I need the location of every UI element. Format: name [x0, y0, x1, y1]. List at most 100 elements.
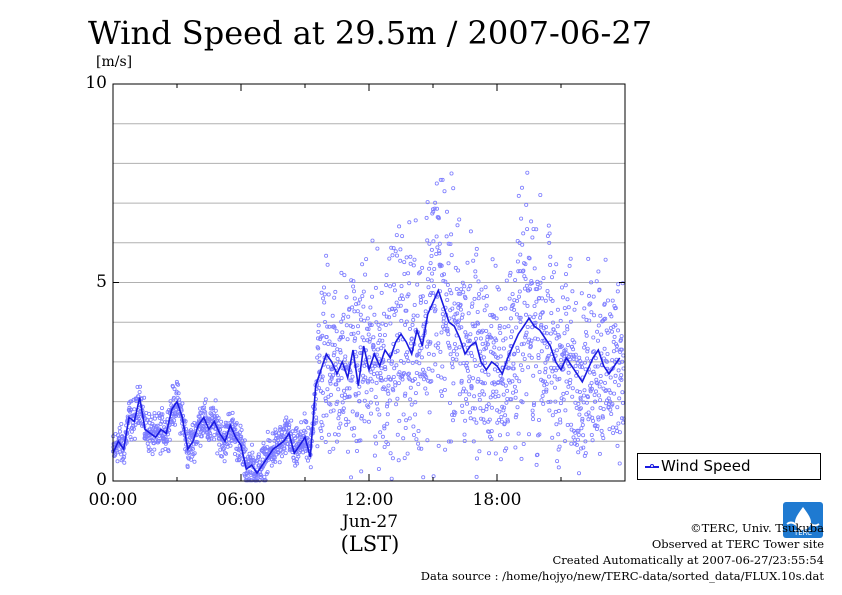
- raw-sample-point: [401, 360, 406, 365]
- credits: ©TERC, Univ. Tsukuba Observed at TERC To…: [421, 520, 824, 584]
- raw-sample-point: [425, 277, 430, 282]
- raw-sample-point: [356, 391, 361, 396]
- raw-sample-point: [460, 403, 465, 408]
- raw-sample-point: [450, 412, 455, 417]
- raw-sample-point: [615, 405, 620, 410]
- raw-sample-point: [398, 303, 403, 308]
- raw-sample-point: [379, 290, 384, 295]
- raw-sample-point: [370, 379, 375, 384]
- raw-sample-point: [417, 348, 422, 353]
- raw-sample-point: [331, 353, 336, 358]
- raw-sample-point: [472, 358, 477, 363]
- raw-sample-point: [283, 451, 288, 456]
- raw-sample-point: [392, 312, 397, 317]
- raw-sample-point: [390, 456, 395, 461]
- raw-sample-point: [351, 433, 356, 438]
- raw-sample-point: [472, 406, 477, 411]
- raw-sample-point: [571, 347, 576, 352]
- raw-sample-point: [395, 396, 400, 401]
- raw-sample-point: [334, 401, 339, 406]
- raw-sample-point: [176, 391, 181, 396]
- raw-sample-point: [533, 312, 538, 317]
- raw-sample-point: [184, 450, 189, 455]
- raw-sample-point: [338, 350, 343, 355]
- raw-sample-point: [376, 322, 381, 327]
- raw-sample-point: [599, 428, 604, 433]
- raw-sample-point: [596, 417, 601, 422]
- raw-sample-point: [382, 424, 387, 429]
- raw-sample-point: [462, 438, 467, 443]
- raw-sample-point: [396, 372, 401, 377]
- raw-sample-point: [581, 445, 586, 450]
- raw-sample-point: [150, 452, 155, 457]
- raw-sample-point: [524, 283, 529, 288]
- raw-sample-point: [340, 330, 345, 335]
- raw-sample-point: [595, 364, 600, 369]
- raw-sample-point: [538, 315, 543, 320]
- raw-sample-point: [506, 365, 511, 370]
- raw-sample-point: [350, 324, 355, 329]
- raw-sample-point: [447, 287, 452, 292]
- raw-sample-point: [577, 389, 582, 394]
- raw-sample-point: [373, 434, 378, 439]
- raw-sample-point: [275, 440, 280, 445]
- raw-sample-point: [410, 360, 415, 365]
- raw-sample-point: [419, 346, 424, 351]
- raw-sample-point: [498, 354, 503, 359]
- raw-sample-point: [397, 418, 402, 423]
- raw-sample-point: [436, 443, 441, 448]
- raw-sample-point: [491, 340, 496, 345]
- raw-sample-point: [583, 439, 588, 444]
- raw-sample-point: [434, 234, 439, 239]
- raw-sample-point: [446, 241, 451, 246]
- raw-sample-point: [122, 455, 127, 460]
- raw-sample-point: [431, 352, 436, 357]
- raw-sample-point: [122, 460, 127, 465]
- raw-sample-point: [446, 439, 451, 444]
- raw-sample-point: [215, 451, 220, 456]
- raw-sample-point: [454, 357, 459, 362]
- raw-sample-point: [514, 412, 519, 417]
- raw-sample-point: [180, 401, 185, 406]
- chart-title: Wind Speed at 29.5m / 2007-06-27: [87, 14, 653, 52]
- raw-sample-point: [557, 408, 562, 413]
- raw-sample-point: [523, 262, 528, 267]
- raw-sample-point: [416, 441, 421, 446]
- logo-text: TERC: [793, 529, 812, 537]
- raw-sample-point: [464, 334, 469, 339]
- raw-sample-point: [609, 411, 614, 416]
- raw-sample-point: [423, 309, 428, 314]
- raw-sample-point: [615, 289, 620, 294]
- raw-sample-point: [319, 435, 324, 440]
- raw-sample-point: [317, 353, 322, 358]
- raw-sample-point: [335, 356, 340, 361]
- raw-sample-point: [514, 312, 519, 317]
- raw-sample-point: [276, 450, 281, 455]
- raw-sample-point: [198, 406, 203, 411]
- raw-sample-point: [322, 300, 327, 305]
- raw-sample-point: [427, 266, 432, 271]
- raw-sample-point: [468, 332, 473, 337]
- raw-sample-point: [331, 446, 336, 451]
- raw-sample-point: [575, 437, 580, 442]
- raw-sample-point: [551, 327, 556, 332]
- raw-sample-point: [145, 417, 150, 422]
- raw-sample-point: [320, 378, 325, 383]
- raw-sample-point: [172, 386, 177, 391]
- raw-sample-point: [569, 441, 574, 446]
- raw-sample-point: [471, 341, 476, 346]
- raw-sample-point: [573, 364, 578, 369]
- raw-sample-point: [440, 273, 445, 278]
- raw-sample-point: [438, 177, 443, 182]
- raw-sample-point: [380, 434, 385, 439]
- raw-sample-point: [477, 397, 482, 402]
- raw-sample-point: [386, 383, 391, 388]
- raw-sample-point: [325, 324, 330, 329]
- raw-sample-point: [190, 446, 195, 451]
- raw-sample-point: [132, 436, 137, 441]
- raw-sample-point: [497, 323, 502, 328]
- raw-sample-point: [388, 284, 393, 289]
- raw-sample-point: [516, 193, 521, 198]
- raw-sample-point: [511, 352, 516, 357]
- raw-sample-point: [352, 426, 357, 431]
